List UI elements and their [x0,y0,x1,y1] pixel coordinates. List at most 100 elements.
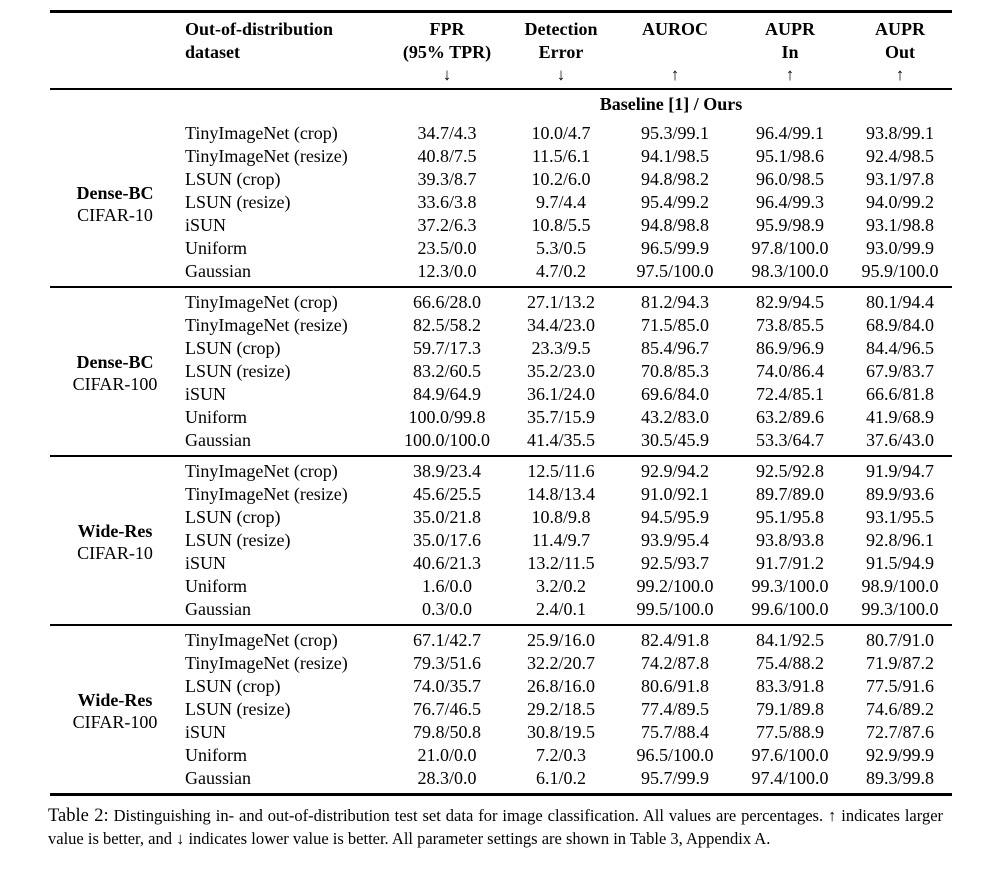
metric-value-cell: 76.7/46.5 [412,699,481,719]
metric-value-cell: 96.5/99.9 [640,238,709,258]
header-line: In [781,42,799,62]
header-line: FPR [429,19,465,39]
metric-value-cell: 72.7/87.6 [865,722,934,742]
table-row: iSUN 40.6/21.3 13.2/11.5 92.5/93.7 91.7/91.2… [50,552,952,575]
ood-dataset-cell: LSUN (resize) [185,192,291,212]
header-line: dataset [185,42,240,62]
table-row: Wide-Res CIFAR-100 TinyImageNet (crop) 67.1… [50,625,952,732]
table-row: Gaussian 12.3/0.0 4.7/0.2 97.5/100.0 98.3/10… [50,260,952,287]
header-line: AUROC [642,19,708,39]
metric-value-cell: 79.8/50.8 [412,722,481,742]
metric-value-cell: 85.4/96.7 [640,338,709,358]
metric-value-cell: 77.4/89.5 [640,699,709,719]
metric-value-cell: 93.0/99.9 [865,238,934,258]
ood-dataset-cell: iSUN [185,384,227,404]
metric-value-cell: 35.0/17.6 [412,530,481,550]
metric-value-cell: 95.1/95.8 [755,507,824,527]
metric-value-cell: 74.6/89.2 [865,699,934,719]
ood-dataset-cell: Uniform [185,238,247,258]
metric-value-cell: 91.5/94.9 [865,553,934,573]
header-line: Detection [524,19,598,39]
metric-value-cell: 11.4/9.7 [531,530,591,550]
span-header-spacer [50,89,390,119]
metric-value-cell: 83.2/60.5 [412,361,481,381]
ood-dataset-cell: Uniform [185,745,247,765]
aupr-in-column-header: AUPR In ↑ [732,11,848,90]
header-line [618,41,732,64]
metric-value-cell: 99.3/100.0 [751,576,829,596]
ood-dataset-cell: iSUN [185,215,227,235]
metric-value-cell: 80.1/94.4 [865,292,934,312]
ood-dataset-cell: Gaussian [185,261,251,281]
ood-dataset-cell: TinyImageNet (resize) [185,146,348,166]
metric-value-cell: 84.9/64.9 [412,384,481,404]
metric-value-cell: 13.2/11.5 [527,553,595,573]
table-row: LSUN (resize) 83.2/60.5 35.2/23.0 70.8/85.3… [50,360,952,383]
metric-value-cell: 28.3/0.0 [417,768,477,788]
table-row: TinyImageNet (resize) 79.3/51.6 32.2/20.7 7… [50,652,952,675]
model-label-cell: Wide-Res CIFAR-100 [50,625,180,795]
in-distribution-dataset-name: CIFAR-10 [77,205,153,225]
table-row: TinyImageNet (resize) 45.6/25.5 14.8/13.4 9… [50,483,952,506]
table-row: Dense-BC CIFAR-10 TinyImageNet (crop) 34.7/… [50,119,952,225]
metric-value-cell: 9.7/4.4 [535,192,586,212]
metric-value-cell: 97.8/100.0 [751,238,829,258]
header-line [185,64,390,86]
table-row: LSUN (crop) 59.7/17.3 23.3/9.5 85.4/96.7 86.… [50,337,952,360]
metric-value-cell: 83.3/91.8 [755,676,824,696]
metric-value-cell: 59.7/17.3 [412,338,481,358]
metric-value-cell: 10.0/4.7 [531,123,591,143]
metric-value-cell: 74.0/86.4 [755,361,824,381]
metric-value-cell: 39.3/8.7 [417,169,477,189]
metric-value-cell: 92.4/98.5 [865,146,934,166]
metric-value-cell: 91.7/91.2 [755,553,824,573]
header-line: AUPR [875,19,925,39]
metric-value-cell: 3.2/0.2 [535,576,586,596]
table-row: LSUN (crop) 39.3/8.7 10.2/6.0 94.8/98.2 96.0… [50,168,952,191]
metric-value-cell: 10.2/6.0 [531,169,591,189]
metric-value-cell: 96.4/99.3 [755,192,824,212]
header-line: Error [538,42,584,62]
header-line: AUPR [765,19,815,39]
metric-value-cell: 69.6/84.0 [640,384,709,404]
metric-value-cell: 89.9/93.6 [865,484,934,504]
metric-value-cell: 43.2/83.0 [640,407,709,427]
table-header: Out-of-distribution dataset FPR (95% TPR… [50,11,952,120]
ood-dataset-column-header: Out-of-distribution dataset [180,11,390,90]
metric-value-cell: 95.9/98.9 [755,215,824,235]
metric-value-cell: 37.2/6.3 [417,215,477,235]
table-row: iSUN 79.8/50.8 30.8/19.5 75.7/88.4 77.5/88.9… [50,721,952,744]
metric-value-cell: 98.9/100.0 [861,576,939,596]
header-line: Out [884,42,915,62]
metric-value-cell: 68.9/84.0 [865,315,934,335]
metric-value-cell: 63.2/89.6 [755,407,824,427]
ood-dataset-cell: iSUN [185,722,227,742]
ood-dataset-cell: TinyImageNet (resize) [185,653,348,673]
metric-value-cell: 30.8/19.5 [526,722,595,742]
metric-value-cell: 35.2/23.0 [526,361,595,381]
metric-value-cell: 29.2/18.5 [526,699,595,719]
metric-value-cell: 80.7/91.0 [865,630,934,650]
metric-value-cell: 23.5/0.0 [417,238,477,258]
table-row: LSUN (crop) 74.0/35.7 26.8/16.0 80.6/91.8 83… [50,675,952,698]
metric-value-cell: 12.3/0.0 [417,261,477,281]
metric-value-cell: 99.2/100.0 [636,576,714,596]
table-row: TinyImageNet (resize) 82.5/58.2 34.4/23.0 7… [50,314,952,337]
table-row: LSUN (resize) 76.7/46.5 29.2/18.5 77.4/89.5… [50,698,952,721]
metric-value-cell: 11.5/6.1 [531,146,591,166]
detection-error-column-header: Detection Error ↓ [504,11,618,90]
metric-value-cell: 74.0/35.7 [412,676,481,696]
ood-dataset-cell: TinyImageNet (crop) [185,292,338,312]
metric-value-cell: 34.4/23.0 [526,315,595,335]
metric-value-cell: 92.8/96.1 [865,530,934,550]
metric-value-cell: 26.8/16.0 [526,676,595,696]
metric-value-cell: 32.2/20.7 [526,653,595,673]
metric-value-cell: 86.9/96.9 [755,338,824,358]
metric-value-cell: 34.7/4.3 [417,123,477,143]
table-row: Wide-Res CIFAR-10 TinyImageNet (crop) 38.9/… [50,456,952,563]
metric-value-cell: 84.1/92.5 [755,630,824,650]
baseline-ours-header: Baseline [1] / Ours [599,94,743,114]
model-block: Dense-BC CIFAR-100 TinyImageNet (crop) 66.6… [50,287,952,456]
metric-value-cell: 92.5/92.8 [755,461,824,481]
metric-value-cell: 92.9/94.2 [640,461,709,481]
